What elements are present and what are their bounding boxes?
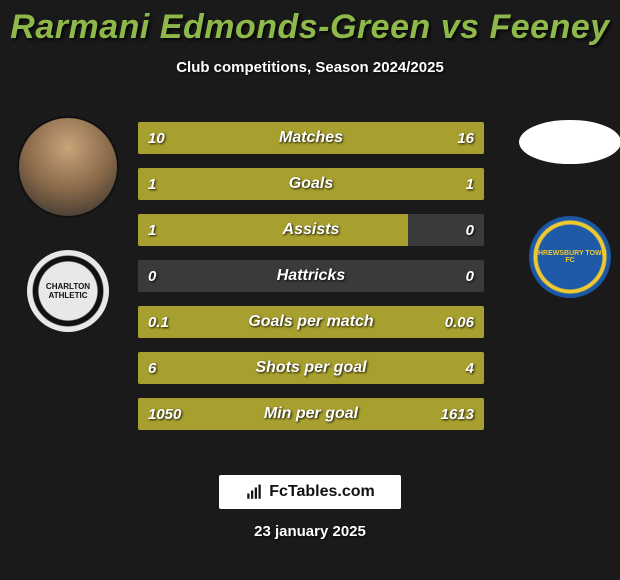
player2-name: Feeney: [490, 8, 610, 46]
stat-row: 11Goals: [138, 168, 484, 200]
stats-bars: 1016Matches 11Goals 10Assists 00Hattricks 0.…: [138, 122, 484, 444]
stat-label: Min per goal: [138, 398, 484, 430]
stat-label: Goals: [138, 168, 484, 200]
stat-label: Matches: [138, 122, 484, 154]
date-text: 23 january 2025: [254, 523, 366, 540]
club-badge-text: SHREWSBURY TOWN FC: [529, 250, 611, 264]
left-panel: CHARLTON ATHLETIC: [8, 110, 128, 332]
header: Rarmani Edmonds-Green vs Feeney Club com…: [0, 0, 620, 76]
stat-label: Hattricks: [138, 260, 484, 292]
stat-row: 00Hattricks: [138, 260, 484, 292]
player2-avatar: [519, 120, 620, 164]
vs-text: vs: [431, 8, 490, 46]
stat-row: 64Shots per goal: [138, 352, 484, 384]
player1-name: Rarmani Edmonds-Green: [10, 8, 430, 46]
stat-label: Shots per goal: [138, 352, 484, 384]
logo-text: FcTables.com: [269, 483, 375, 501]
stat-row: 1016Matches: [138, 122, 484, 154]
stat-row: 10Assists: [138, 214, 484, 246]
fctables-logo: FcTables.com: [219, 475, 401, 509]
player2-club-badge: SHREWSBURY TOWN FC: [529, 216, 611, 298]
right-panel: SHREWSBURY TOWN FC: [510, 110, 620, 298]
club-badge-text: CHARLTON ATHLETIC: [27, 282, 109, 300]
player1-avatar: [17, 116, 119, 218]
stat-row: 0.10.06Goals per match: [138, 306, 484, 338]
subtitle: Club competitions, Season 2024/2025: [0, 59, 620, 76]
stat-label: Assists: [138, 214, 484, 246]
footer: FcTables.com 23 january 2025: [0, 475, 620, 540]
chart-icon: [245, 483, 263, 501]
stat-row: 10501613Min per goal: [138, 398, 484, 430]
page-title: Rarmani Edmonds-Green vs Feeney: [0, 8, 620, 47]
player1-club-badge: CHARLTON ATHLETIC: [27, 250, 109, 332]
stat-label: Goals per match: [138, 306, 484, 338]
